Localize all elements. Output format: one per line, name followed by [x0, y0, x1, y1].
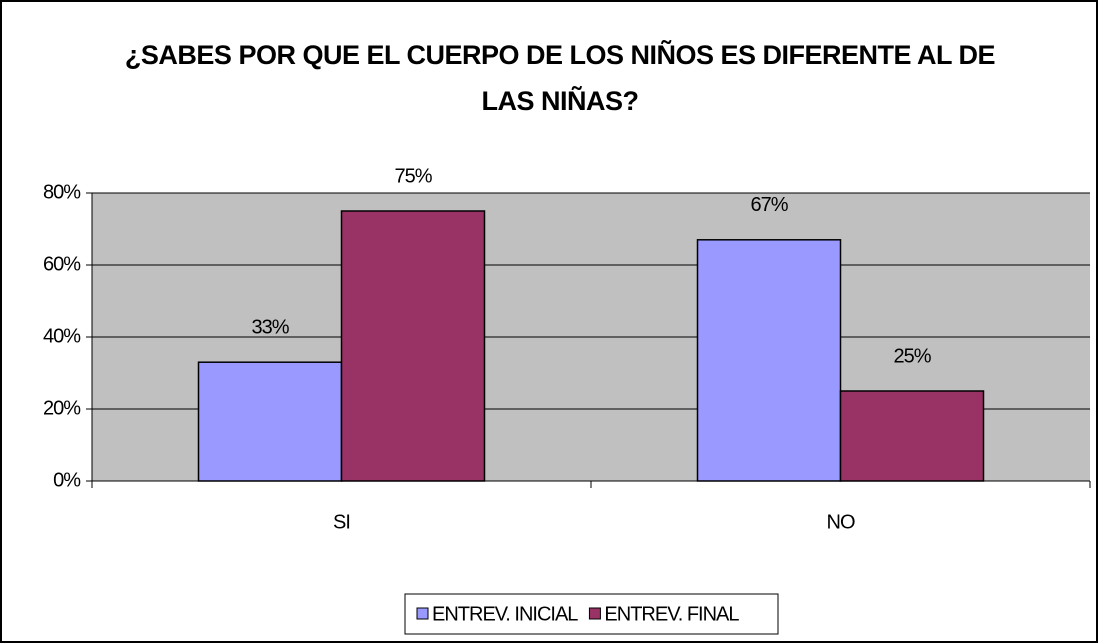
legend-label: ENTREV. FINAL: [604, 603, 739, 625]
bar: [340, 210, 486, 482]
data-label: 67%: [750, 194, 788, 216]
chart-title: ¿SABES POR QUE EL CUERPO DE LOS NIÑOS ES…: [124, 40, 996, 116]
data-label: 25%: [893, 345, 931, 367]
y-tick-label: 20%: [43, 397, 81, 419]
y-tick-label: 80%: [43, 181, 81, 203]
bar: [696, 239, 842, 482]
data-label: 33%: [251, 316, 289, 338]
legend-swatch: [588, 607, 601, 620]
legend-swatch: [416, 607, 429, 620]
x-tick-label: SI: [333, 511, 350, 533]
bar: [197, 361, 343, 482]
data-label: 75%: [394, 165, 432, 187]
y-tick-label: 0%: [53, 469, 81, 491]
y-tick-label: 60%: [43, 253, 81, 275]
bar: [839, 390, 985, 482]
y-tick-label: 40%: [43, 325, 81, 347]
legend-label: ENTREV. INICIAL: [432, 603, 578, 625]
x-tick-label: NO: [827, 511, 855, 533]
